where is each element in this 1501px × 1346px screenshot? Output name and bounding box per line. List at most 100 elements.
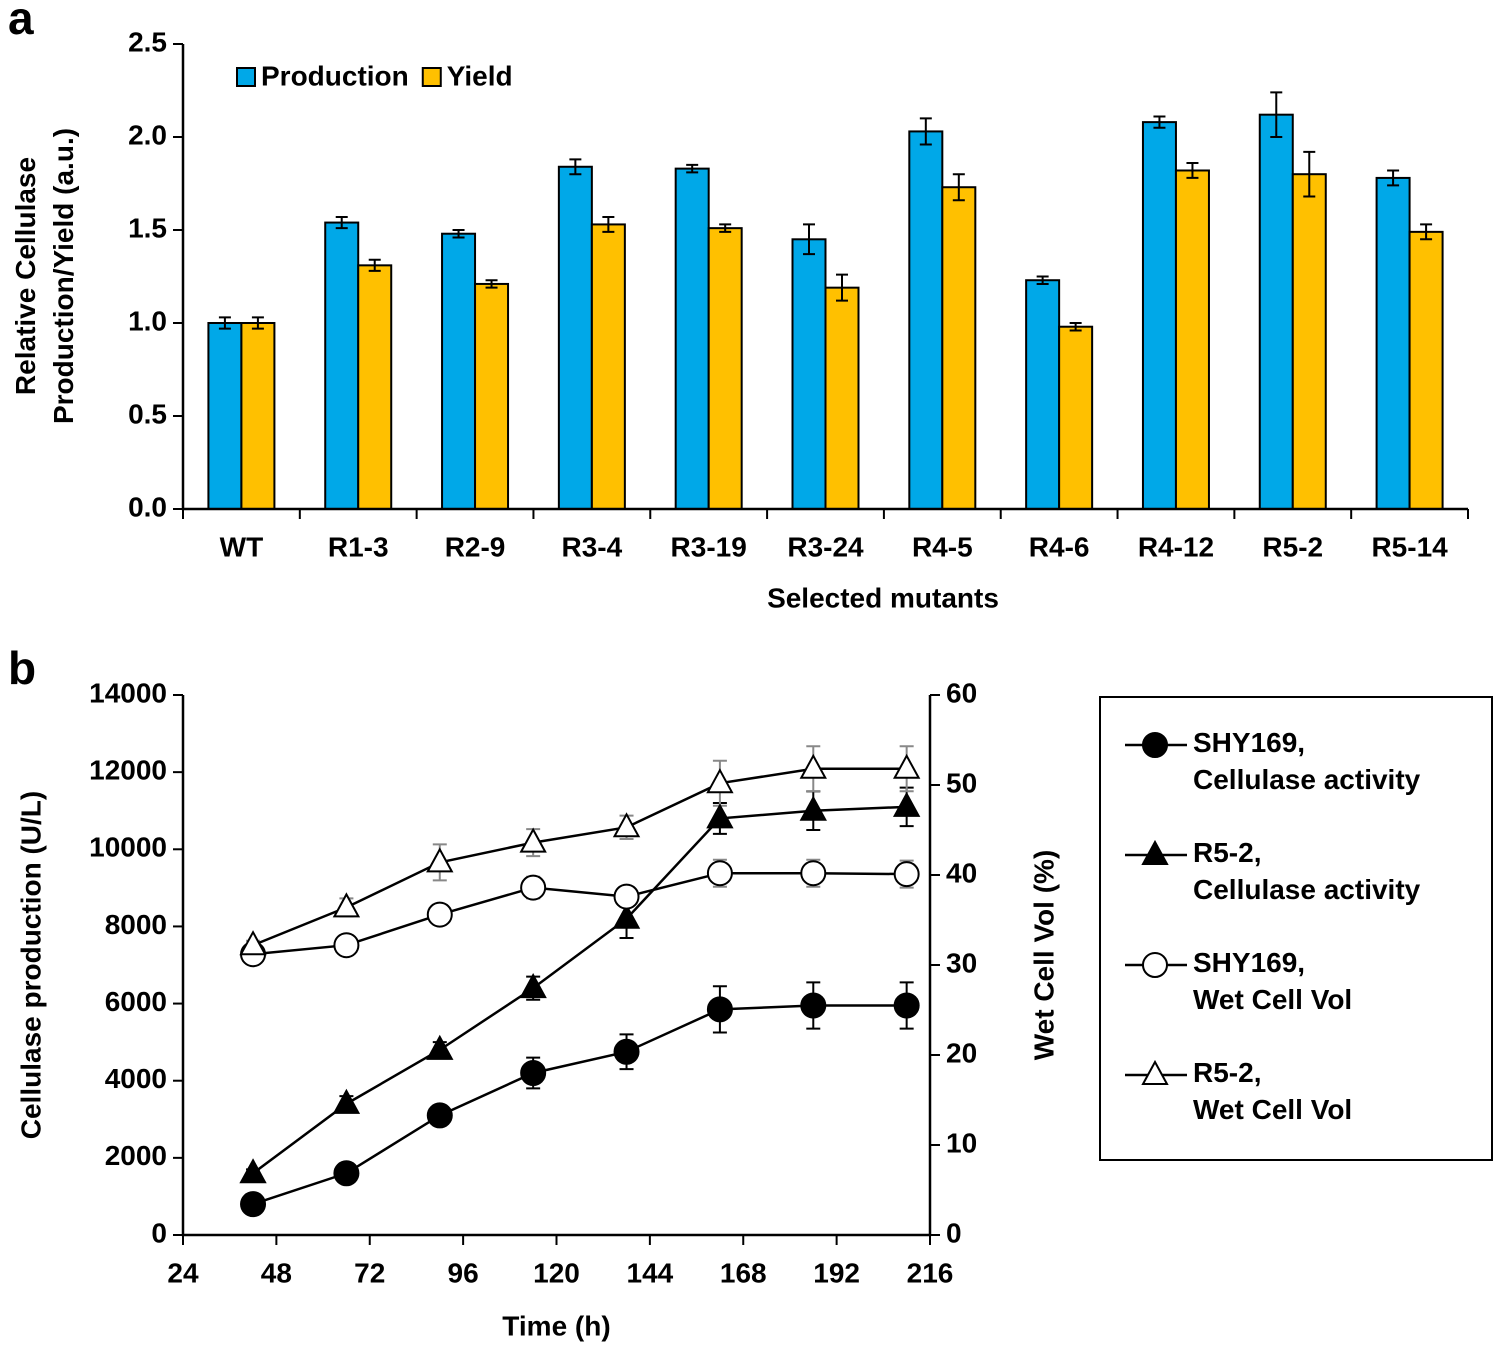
- y2-tick-label: 10: [946, 1127, 977, 1158]
- error-bar: [1186, 162, 1199, 179]
- marker: [706, 803, 734, 829]
- marker: [333, 1160, 360, 1187]
- error-bar: [1387, 169, 1400, 187]
- panel-label: a: [8, 0, 34, 44]
- x-tick-label: 192: [813, 1257, 860, 1288]
- legend-label: R5-2, Wet Cell Vol: [1193, 1057, 1352, 1125]
- error-bar: [452, 229, 465, 239]
- error-bar: [569, 158, 582, 176]
- marker: [426, 1034, 454, 1060]
- x-tick-label: R3-24: [787, 531, 864, 562]
- x-tick-label: R5-14: [1371, 531, 1448, 562]
- bar: [941, 186, 977, 510]
- marker: [519, 827, 547, 853]
- bar: [1141, 121, 1177, 511]
- y2-tick-label: 50: [946, 767, 977, 798]
- bar: [441, 232, 477, 510]
- marker: [799, 753, 827, 779]
- y2-tick-label: 60: [946, 677, 977, 708]
- x-tick-label: 48: [261, 1257, 292, 1288]
- error-bar: [602, 215, 615, 233]
- bar: [240, 322, 276, 510]
- bar: [207, 322, 243, 510]
- bar: [357, 264, 393, 510]
- bar: [674, 167, 710, 510]
- series-line: [252, 767, 907, 947]
- bar: [590, 223, 626, 510]
- bar: [324, 221, 360, 510]
- marker: [706, 996, 733, 1023]
- y-tick-label: 8000: [105, 909, 167, 940]
- error-bar: [218, 316, 231, 330]
- error-bar: [1036, 275, 1049, 285]
- x-tick-label: 96: [448, 1257, 479, 1288]
- y2-tick-label: 20: [946, 1037, 977, 1068]
- marker: [520, 1060, 547, 1086]
- error-bar: [836, 273, 848, 302]
- error-bar: [485, 279, 498, 289]
- x-tick-label: R3-4: [562, 531, 623, 562]
- bar: [1258, 113, 1294, 511]
- x-tick-label: 216: [907, 1257, 954, 1288]
- marker: [706, 860, 733, 887]
- marker: [239, 1158, 267, 1184]
- marker: [892, 791, 921, 817]
- marker: [800, 992, 827, 1019]
- legend-label: Yield: [447, 60, 513, 91]
- legend-marker: [1142, 732, 1168, 758]
- marker: [800, 860, 827, 887]
- error-bar: [1270, 91, 1283, 138]
- y-tick-label: 0.5: [128, 398, 167, 429]
- error-bar: [368, 258, 381, 272]
- marker: [612, 812, 641, 838]
- error-bar: [686, 163, 699, 174]
- y-tick-label: 1.0: [128, 305, 167, 336]
- bar: [1291, 173, 1327, 510]
- series-line: [252, 871, 907, 956]
- x-tick-label: 168: [720, 1257, 767, 1288]
- marker: [239, 930, 267, 956]
- error-bar: [1153, 115, 1166, 129]
- error-bar: [1303, 150, 1316, 198]
- marker: [613, 1038, 640, 1065]
- marker: [333, 932, 360, 959]
- bar: [557, 165, 593, 510]
- bar: [791, 238, 827, 511]
- y-tick-label: 10000: [89, 832, 167, 863]
- marker: [426, 901, 453, 928]
- x-tick-label: 72: [354, 1257, 385, 1288]
- y2-tick-label: 30: [946, 947, 977, 978]
- marker: [426, 847, 454, 873]
- x-tick-label: WT: [220, 531, 264, 562]
- y2-tick-label: 0: [946, 1217, 962, 1248]
- marker: [893, 861, 920, 888]
- marker: [799, 795, 827, 821]
- series-line: [252, 805, 907, 1175]
- marker: [893, 992, 920, 1019]
- x-tick-label: R4-5: [912, 531, 973, 562]
- bar: [1408, 230, 1444, 511]
- x-tick-label: R3-19: [671, 531, 747, 562]
- marker: [706, 768, 734, 794]
- legend-label: R5-2, Cellulase activity: [1193, 837, 1421, 905]
- x-tick-label: 24: [167, 1257, 199, 1288]
- legend-label: SHY169, Wet Cell Vol: [1193, 947, 1352, 1015]
- bar: [1025, 279, 1061, 510]
- y-tick-label: 2000: [105, 1140, 167, 1171]
- y-tick-label: 2.0: [128, 119, 167, 150]
- bar: [908, 130, 944, 510]
- bar: [707, 227, 743, 510]
- legend-label: SHY169, Cellulase activity: [1193, 727, 1421, 795]
- x-axis-label: Time (h): [502, 1310, 610, 1341]
- marker: [613, 883, 640, 910]
- error-bar: [251, 316, 264, 330]
- error-bar: [1420, 223, 1433, 241]
- x-tick-label: 144: [627, 1257, 674, 1288]
- bar: [1174, 169, 1210, 510]
- panel-label: b: [8, 642, 36, 694]
- legend-marker: [1142, 952, 1168, 978]
- axes: [181, 695, 932, 1237]
- legend-marker: [1141, 839, 1169, 865]
- legend-swatch: [236, 67, 256, 87]
